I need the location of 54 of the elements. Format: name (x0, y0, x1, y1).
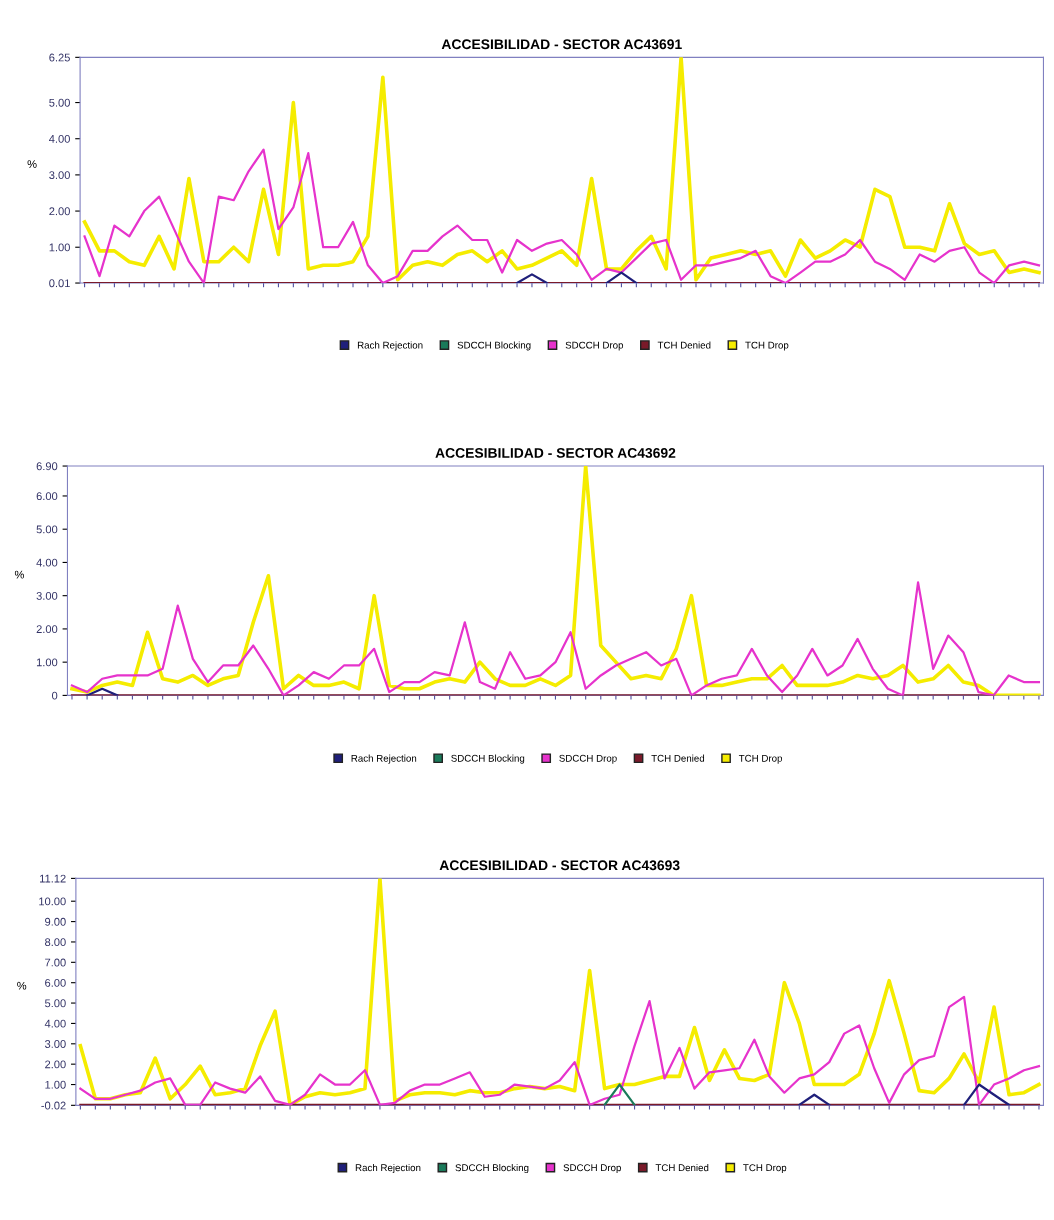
y-tick-label: 2.00 (36, 625, 58, 634)
y-tick-label: 6.00 (45, 978, 66, 987)
y-tick-label: 9.00 (45, 917, 66, 926)
y-tick-label: 5.00 (49, 98, 70, 107)
y-tick-label: 6.90 (36, 462, 58, 471)
legend-label: TCH Denied (655, 1163, 709, 1172)
y-tick-label: 8.00 (45, 938, 66, 947)
legend-label: SDCCH Blocking (457, 341, 531, 351)
y-tick-label: 10.00 (39, 897, 66, 906)
legend-label: SDCCH Drop (563, 1164, 621, 1174)
legend-label: Rach Rejection (355, 1163, 421, 1174)
y-tick-label: 1.00 (45, 1080, 66, 1089)
y-tick-label: 2.00 (45, 1060, 66, 1069)
y-tick-label: 1.00 (49, 243, 70, 252)
line-series (70, 466, 1041, 696)
legend-label: TCH Denied (651, 754, 705, 762)
y-axis-title: % (27, 160, 37, 168)
y-tick-label: 4.00 (49, 134, 70, 143)
y-tick-label: 0 (51, 691, 58, 700)
line-series (82, 57, 1041, 282)
y-tick-label: 3.00 (36, 591, 58, 600)
legend-label: SDCCH Drop (559, 754, 617, 764)
y-tick-label: 2.00 (49, 207, 70, 216)
y-tick-label: 7.00 (45, 958, 66, 967)
y-tick-label: 6.00 (36, 492, 58, 501)
legend-label: SDCCH Blocking (455, 1163, 529, 1174)
y-axis-title: % (17, 981, 27, 990)
chart-title: ACCESIBILIDAD - SECTOR AC43693 (439, 860, 680, 871)
line-series (70, 581, 1041, 696)
y-tick-label: 4.00 (44, 1019, 66, 1028)
line-series (79, 995, 1041, 1106)
y-tick-label: 11.12 (40, 874, 66, 883)
legend-label: SDCCH Blocking (451, 754, 525, 764)
legend-label: SDCCH Drop (565, 341, 624, 351)
y-tick-label: 1.00 (36, 658, 58, 667)
y-axis-title: % (14, 570, 24, 579)
legend-label: TCH Drop (745, 341, 789, 351)
legend-label: TCH Denied (657, 341, 711, 349)
legend-label: TCH Drop (738, 754, 783, 764)
legend-label: Rach Rejection (351, 754, 417, 764)
y-tick-label: 3.00 (49, 171, 70, 180)
y-tick-label: 5.00 (36, 525, 58, 534)
line-series (83, 148, 1041, 284)
y-tick-label: 6.25 (49, 53, 70, 62)
y-tick-label: 0.01 (49, 279, 70, 288)
chart-title: ACCESIBILIDAD - SECTOR AC43691 (441, 39, 682, 50)
y-tick-label: -0.02 (41, 1101, 66, 1110)
legend-label: Rach Rejection (357, 341, 423, 351)
y-tick-label: 5.00 (44, 999, 66, 1008)
y-tick-label: 4.00 (36, 558, 58, 567)
line-series (78, 878, 1041, 1106)
legend-label: TCH Drop (743, 1164, 787, 1174)
y-tick-label: 3.00 (44, 1040, 66, 1048)
chart-title: ACCESIBILIDAD - SECTOR AC43692 (435, 448, 676, 458)
